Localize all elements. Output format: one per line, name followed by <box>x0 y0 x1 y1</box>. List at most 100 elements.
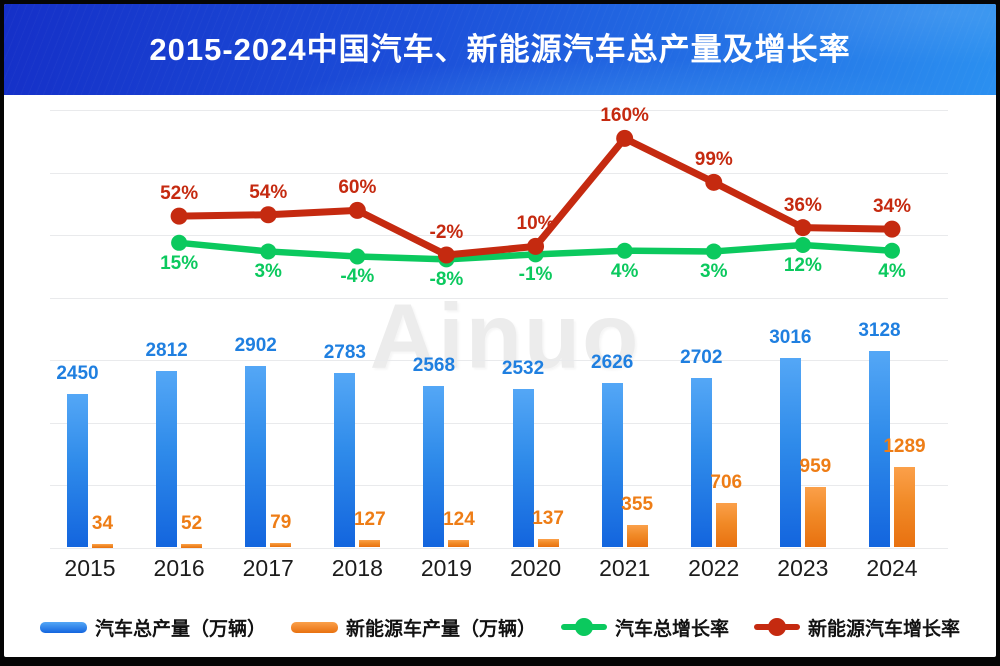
gridline <box>50 235 948 236</box>
nev-growth-point-2017 <box>259 206 277 224</box>
gridline <box>50 485 948 486</box>
x-axis-label-2015: 2015 <box>64 555 116 581</box>
nev-growth-point-2020 <box>527 237 545 255</box>
nev-growth-label-2022: 99% <box>694 149 733 171</box>
legend-label: 汽车总产量（万辆） <box>94 618 266 640</box>
title-banner: 2015-2024中国汽车、新能源汽车总产量及增长率 <box>4 4 996 95</box>
x-axis-label-2020: 2020 <box>509 555 562 581</box>
gridline <box>50 422 948 424</box>
nev-growth-point-2018 <box>348 201 366 219</box>
auto-growth-point-2021 <box>616 242 633 259</box>
bar-value-nev-2023: 959 <box>799 456 832 478</box>
bar-auto-total-2024 <box>868 351 890 548</box>
bar-value-auto-2022: 2702 <box>680 347 723 369</box>
bar-auto-total-2022 <box>690 378 712 548</box>
auto-growth-point-2018 <box>349 248 366 265</box>
auto-growth-label-2018: -4% <box>340 266 375 288</box>
growth-lines-svg <box>170 129 901 268</box>
x-axis-label-2016: 2016 <box>153 555 205 581</box>
x-axis-label-2017: 2017 <box>242 555 294 581</box>
bar-value-auto-2018: 2783 <box>323 342 366 363</box>
legend-label: 汽车总增长率 <box>615 618 730 640</box>
bar-value-auto-2019: 2568 <box>412 355 456 377</box>
bar-nev-2020 <box>537 538 559 548</box>
nev-growth-label-2018: 60% <box>338 177 377 199</box>
bar-value-auto-2021: 2626 <box>591 351 634 373</box>
nev-growth-point-2022 <box>705 173 723 191</box>
bar-auto-total-2018 <box>334 373 356 548</box>
bar-value-nev-2020: 137 <box>532 507 564 529</box>
auto-growth-label-2019: -8% <box>429 269 464 291</box>
bar-auto-total-2019 <box>423 386 445 548</box>
gridline <box>50 360 948 361</box>
legend-item-1[interactable]: 汽车总产量（万辆） <box>39 614 266 641</box>
auto-growth-label-2016: 15% <box>160 252 199 274</box>
nev-growth-point-2021 <box>616 129 634 147</box>
legend-bar-swatch <box>39 621 87 633</box>
legend-item-3[interactable]: 汽车总增长率 <box>561 614 729 641</box>
auto-growth-label-2023: 12% <box>783 254 822 276</box>
legend-item-4[interactable]: 新能源汽车增长率 <box>754 614 960 641</box>
x-axis-label-2019: 2019 <box>420 555 473 581</box>
auto-growth-point-2023 <box>794 236 811 253</box>
legend-line-dot <box>768 618 787 636</box>
x-axis-label-2021: 2021 <box>599 555 651 581</box>
legend-bar-swatch <box>290 621 338 633</box>
auto-growth-label-2024: 4% <box>878 260 906 282</box>
auto-growth-label-2020: -1% <box>518 264 553 286</box>
bar-nev-2016 <box>181 543 203 548</box>
auto-growth-point-2016 <box>171 234 188 251</box>
bar-value-auto-2016: 2812 <box>145 340 188 362</box>
legend-label: 新能源车产量（万辆） <box>345 618 536 640</box>
nev-growth-label-2021: 160% <box>600 105 649 127</box>
bar-nev-2018 <box>359 539 381 548</box>
bar-auto-total-2023 <box>779 358 801 548</box>
x-axis-label-2023: 2023 <box>777 555 829 581</box>
watermark-text: Ainuo <box>369 285 641 388</box>
auto-growth-point-2024 <box>883 242 900 259</box>
legend-line-marker <box>754 618 801 636</box>
gridline <box>50 110 948 111</box>
bar-value-auto-2017: 2902 <box>234 334 277 356</box>
bar-nev-2021 <box>626 525 648 548</box>
legend-item-2[interactable]: 新能源车产量（万辆） <box>290 614 536 641</box>
legend-label: 新能源汽车增长率 <box>808 618 961 640</box>
bar-value-nev-2019: 124 <box>443 508 475 530</box>
auto-growth-point-2017 <box>260 243 277 260</box>
nev-growth-point-2023 <box>794 219 812 237</box>
x-axis-label-2018: 2018 <box>331 555 383 581</box>
gridline <box>50 547 948 549</box>
bar-nev-2022 <box>715 503 737 548</box>
bar-auto-total-2017 <box>245 365 267 548</box>
bar-value-auto-2023: 3016 <box>769 327 812 349</box>
legend-line-marker <box>561 618 607 636</box>
bar-auto-total-2016 <box>156 371 178 548</box>
bar-auto-total-2021 <box>601 382 623 548</box>
bar-nev-2015 <box>92 543 113 548</box>
bar-value-auto-2020: 2532 <box>501 357 545 379</box>
bar-value-auto-2024: 3128 <box>858 320 901 342</box>
bar-value-nev-2024: 1289 <box>883 435 926 457</box>
bar-value-nev-2022: 706 <box>710 472 743 494</box>
nev-growth-label-2024: 34% <box>872 196 911 218</box>
bar-value-nev-2016: 52 <box>181 512 203 534</box>
page-title: 2015-2024中国汽车、新能源汽车总产量及增长率 <box>149 32 851 67</box>
auto-growth-label-2022: 3% <box>700 261 728 283</box>
nev-growth-label-2016: 52% <box>160 183 199 205</box>
gridline <box>50 172 948 174</box>
nev-growth-label-2017: 54% <box>249 181 288 203</box>
bar-nev-2017 <box>270 542 292 548</box>
legend-line-dot <box>575 618 593 636</box>
auto-growth-point-2022 <box>705 243 722 260</box>
chart-card: 2015-2024中国汽车、新能源汽车总产量及增长率 Ainuo 2450 281… <box>4 4 996 657</box>
bar-value-nev-2018: 127 <box>353 508 386 530</box>
nev-growth-label-2019: -2% <box>429 222 464 244</box>
bar-value-auto-2015: 2450 <box>56 362 99 384</box>
bar-nev-2023 <box>804 487 826 548</box>
gridline <box>50 297 948 299</box>
nev-growth-point-2019 <box>437 246 455 264</box>
nev-growth-point-2024 <box>883 220 901 238</box>
bar-value-nev-2017: 79 <box>270 511 292 533</box>
x-axis-label-2022: 2022 <box>688 555 740 581</box>
